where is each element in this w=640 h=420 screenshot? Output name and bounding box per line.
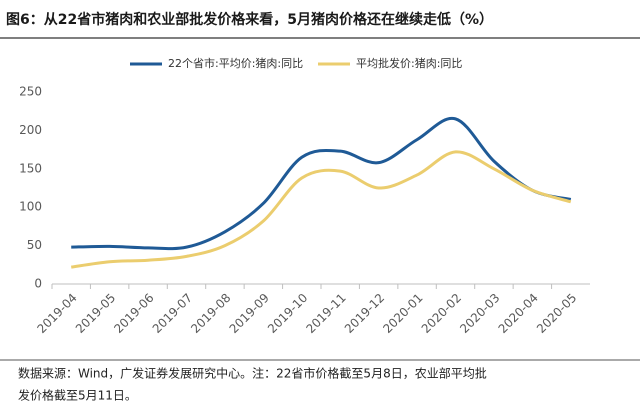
y-tick-label: 100 <box>19 200 42 214</box>
y-tick-label: 150 <box>19 161 42 175</box>
note: 数据来源：Wind，广发证券发展研究中心。注：22省市价格截至5月8日，农业部平… <box>18 366 487 381</box>
x-tick-label: 2020-04 <box>496 291 541 336</box>
y-tick-label: 200 <box>19 123 42 137</box>
x-tick-label: 2019-12 <box>342 291 387 336</box>
y-tick-label: 250 <box>19 85 42 99</box>
x-tick-label: 2019-05 <box>73 291 118 336</box>
x-tick-label: 2019-06 <box>111 291 156 336</box>
x-tick-label: 2019-07 <box>150 291 195 336</box>
x-tick-label: 2019-04 <box>34 291 79 336</box>
y-tick-label: 50 <box>27 238 42 252</box>
line <box>71 150 572 269</box>
x-tick-label: 2020-03 <box>457 291 502 336</box>
x-tick-label: 2019-08 <box>188 291 233 336</box>
legend-label: 22个省市:平均价:猪肉:同比 <box>168 56 303 70</box>
chart-title: 图6：从22省市猪肉和农业部批发价格来看，5月猪肉价格还在继续走低（%） <box>6 11 493 28</box>
legend-label: 平均批发价:猪肉:同比 <box>356 56 462 70</box>
y-tick-label: 0 <box>34 277 42 291</box>
x-tick-label: 2020-02 <box>419 291 464 336</box>
x-tick-label: 2019-11 <box>303 291 348 336</box>
line <box>71 116 572 251</box>
x-tick-label: 2020-05 <box>534 291 579 336</box>
x-tick-label: 2019-09 <box>227 291 272 336</box>
x-tick-label: 2020-01 <box>380 291 425 336</box>
note: 发价格截至5月11日。 <box>18 388 137 403</box>
x-tick-label: 2019-10 <box>265 291 310 336</box>
